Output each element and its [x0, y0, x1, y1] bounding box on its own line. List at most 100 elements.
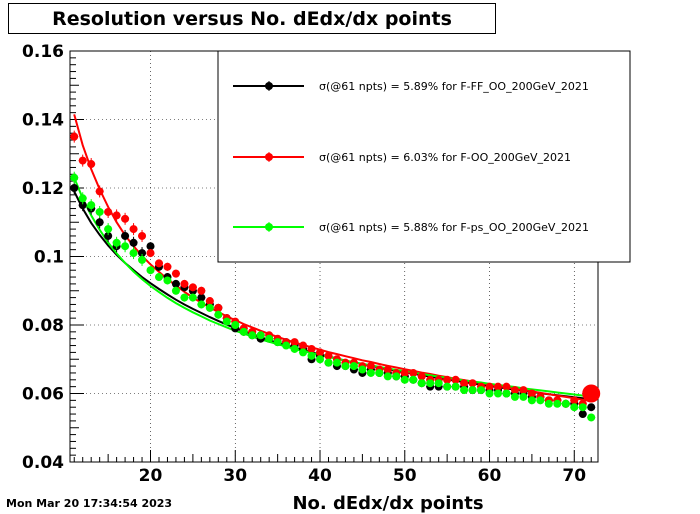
data-point: [197, 293, 206, 302]
data-point: [239, 327, 248, 336]
y-tick-label: 0.16: [22, 42, 64, 62]
data-point: [104, 225, 113, 234]
data-point: [146, 242, 155, 251]
legend-marker: [265, 153, 273, 161]
data-point: [180, 279, 189, 288]
data-point: [392, 372, 401, 381]
x-tick-label: 70: [562, 466, 586, 486]
data-point: [468, 386, 477, 395]
chart-title: Resolution versus No. dEdx/dx points: [8, 3, 496, 34]
data-point: [349, 362, 358, 371]
data-point: [171, 269, 180, 278]
legend: σ(@61 npts) = 5.89% for F-FF_OO_200GeV_2…: [217, 50, 631, 263]
data-point: [188, 283, 197, 292]
data-point: [121, 214, 130, 223]
data-point: [324, 358, 333, 367]
data-point: [70, 132, 79, 141]
data-point: [561, 399, 570, 408]
data-point: [104, 207, 113, 216]
data-point: [171, 279, 180, 288]
legend-marker: [265, 223, 273, 231]
data-points: [70, 130, 601, 422]
x-tick-label: 60: [478, 466, 502, 486]
data-point: [205, 303, 214, 312]
data-point: [138, 255, 147, 264]
data-point: [570, 403, 579, 412]
data-point: [138, 249, 147, 258]
data-point: [527, 396, 536, 405]
data-point: [502, 389, 511, 398]
data-point: [510, 392, 519, 401]
data-point: [477, 386, 486, 395]
data-point: [417, 372, 426, 381]
data-point: [417, 379, 426, 388]
data-point: [493, 389, 502, 398]
data-point: [400, 368, 409, 377]
data-point: [299, 348, 308, 357]
data-point: [316, 348, 325, 357]
data-point: [95, 187, 104, 196]
y-tick-label: 0.06: [22, 385, 64, 405]
data-point: [112, 211, 121, 220]
timestamp: Mon Mar 20 17:34:54 2023: [6, 497, 173, 510]
data-point: [154, 273, 163, 282]
data-point: [383, 372, 392, 381]
data-point: [104, 231, 113, 240]
data-point: [78, 194, 87, 203]
data-point: [299, 341, 308, 350]
data-point: [154, 259, 163, 268]
data-point: [460, 379, 469, 388]
data-point: [231, 321, 240, 329]
data-point: [366, 362, 375, 371]
data-point: [451, 375, 460, 384]
data-point: [180, 293, 189, 302]
data-point: [70, 173, 79, 182]
data-point: [129, 238, 138, 247]
data-point: [171, 286, 180, 295]
data-point: [256, 331, 265, 340]
y-tick-label: 0.04: [22, 453, 64, 473]
data-point: [485, 382, 494, 391]
data-point: [409, 368, 418, 377]
data-point: [485, 389, 494, 398]
chart-title-text: Resolution versus No. dEdx/dx points: [52, 7, 452, 30]
data-point: [248, 331, 257, 340]
data-point: [87, 160, 96, 169]
data-point: [324, 351, 333, 360]
x-tick-label: 20: [139, 466, 163, 486]
data-point: [138, 231, 147, 240]
data-point: [316, 355, 325, 364]
data-point: [282, 341, 291, 350]
data-point: [587, 403, 596, 412]
data-point: [544, 399, 553, 408]
x-tick-label: 40: [308, 466, 332, 486]
data-point: [578, 410, 587, 419]
data-point: [527, 389, 536, 398]
data-point: [146, 249, 155, 258]
data-point: [536, 396, 545, 405]
data-point: [578, 403, 587, 412]
data-point: [290, 338, 299, 347]
data-point: [366, 368, 375, 377]
data-point: [146, 266, 155, 275]
data-point: [400, 375, 409, 384]
legend-label: σ(@61 npts) = 5.88% for F-ps_OO_200GeV_2…: [319, 221, 589, 234]
data-point: [70, 184, 79, 192]
data-point: [121, 242, 130, 251]
data-point: [197, 300, 206, 309]
data-point: [222, 317, 231, 326]
data-point: [121, 231, 130, 240]
data-point: [205, 297, 214, 306]
data-point: [290, 344, 299, 353]
data-point: [426, 379, 435, 388]
data-point: [443, 375, 452, 384]
data-point: [95, 207, 104, 216]
data-point: [265, 334, 274, 343]
data-point: [214, 303, 223, 312]
y-tick-label: 0.14: [22, 111, 64, 131]
y-tick-label: 0.12: [22, 179, 64, 199]
legend-label: σ(@61 npts) = 5.89% for F-FF_OO_200GeV_2…: [319, 80, 589, 93]
y-tick-label: 0.1: [34, 248, 64, 268]
data-point: [502, 382, 511, 391]
